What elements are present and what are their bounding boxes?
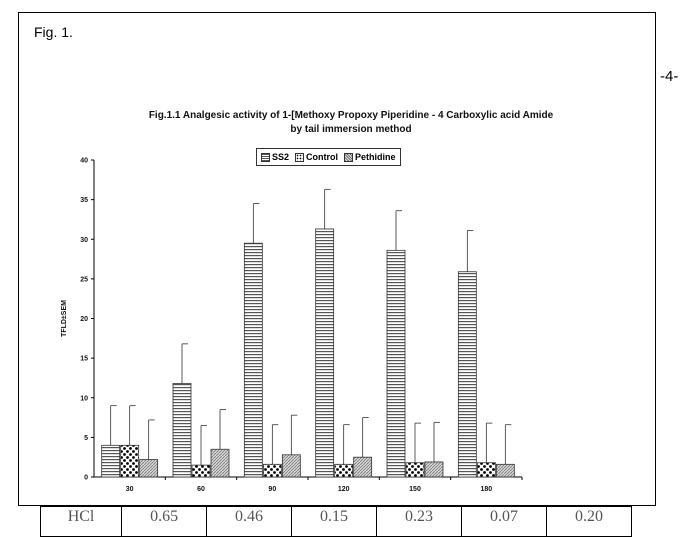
table-cell: 0.15 [291,506,378,537]
table-cell: 0.07 [461,506,547,537]
bar-control [120,444,140,478]
y-tick-label: 10 [80,395,88,402]
x-tick-label: 120 [338,486,350,493]
table-row: HCl 0.65 0.46 0.15 0.23 0.07 0.20 [39,506,632,537]
x-tick-label: 60 [197,486,205,493]
bar-control [191,464,211,478]
y-tick-label: 5 [84,435,88,442]
bar-control [262,463,282,478]
table-cell: 0.65 [121,506,208,537]
x-tick-label: 180 [480,486,492,493]
bar-ss2 [457,271,477,478]
y-tick-label: 0 [84,475,88,482]
figure-label: Fig. 1. [34,24,73,40]
table-cell: 0.20 [546,506,632,537]
figure-frame [18,12,656,506]
y-tick-label: 20 [80,316,88,323]
legend-swatch-ss2 [261,152,270,162]
y-tick-label: 40 [80,158,88,165]
chart-title-line1: Fig.1.1 Analgesic activity of 1-[Methoxy… [148,110,554,121]
chart-plot-area: 0 5 10 15 20 25 30 35 40 TFLD±SEM 30 60 90 120 150 180 [61,158,523,493]
bar-control [334,463,354,478]
data-table-fragment: HCl 0.65 0.46 0.15 0.23 0.07 0.20 [39,506,632,537]
y-tick-label: 30 [80,237,88,244]
x-tick-label: 90 [268,486,276,493]
legend-item-control: Control [295,152,338,162]
legend-label-control: Control [306,152,339,162]
y-tick-label: 25 [80,276,88,283]
y-tick-label: 35 [80,197,88,204]
x-tick-label: 150 [409,486,421,493]
table-cell: HCl [39,506,123,537]
chart-title-line2: by tail immersion method [290,124,412,135]
y-axis-label: TFLD±SEM [61,300,68,337]
legend-label-ss2: SS2 [272,152,290,162]
x-tick-label: 30 [126,486,134,493]
bar-pethidine [424,461,444,478]
bar-ss2 [386,249,406,478]
bar-ss2 [101,444,121,478]
table-cell: 0.23 [376,506,463,537]
bar-pethidine [353,456,373,478]
bar-control [405,462,425,478]
bar-ss2 [243,242,263,478]
legend-item-ss2: SS2 [261,152,289,162]
bar-ss2 [172,383,192,478]
legend-swatch-control [295,152,305,162]
bar-pethidine [210,448,230,478]
legend-swatch-pethidine [344,152,354,162]
page-number: -4- [660,68,679,85]
chart-legend: SS2 Control Pethidine [256,148,401,166]
bar-pethidine [139,459,159,478]
legend-item-pethidine: Pethidine [344,152,396,162]
bar-pethidine [281,454,301,478]
bar-ss2 [315,228,335,478]
y-tick-label: 15 [80,356,88,363]
bar-control [476,462,496,478]
bar-pethidine [495,463,515,478]
table-cell: 0.46 [206,506,293,537]
legend-label-pethidine: Pethidine [355,152,396,162]
